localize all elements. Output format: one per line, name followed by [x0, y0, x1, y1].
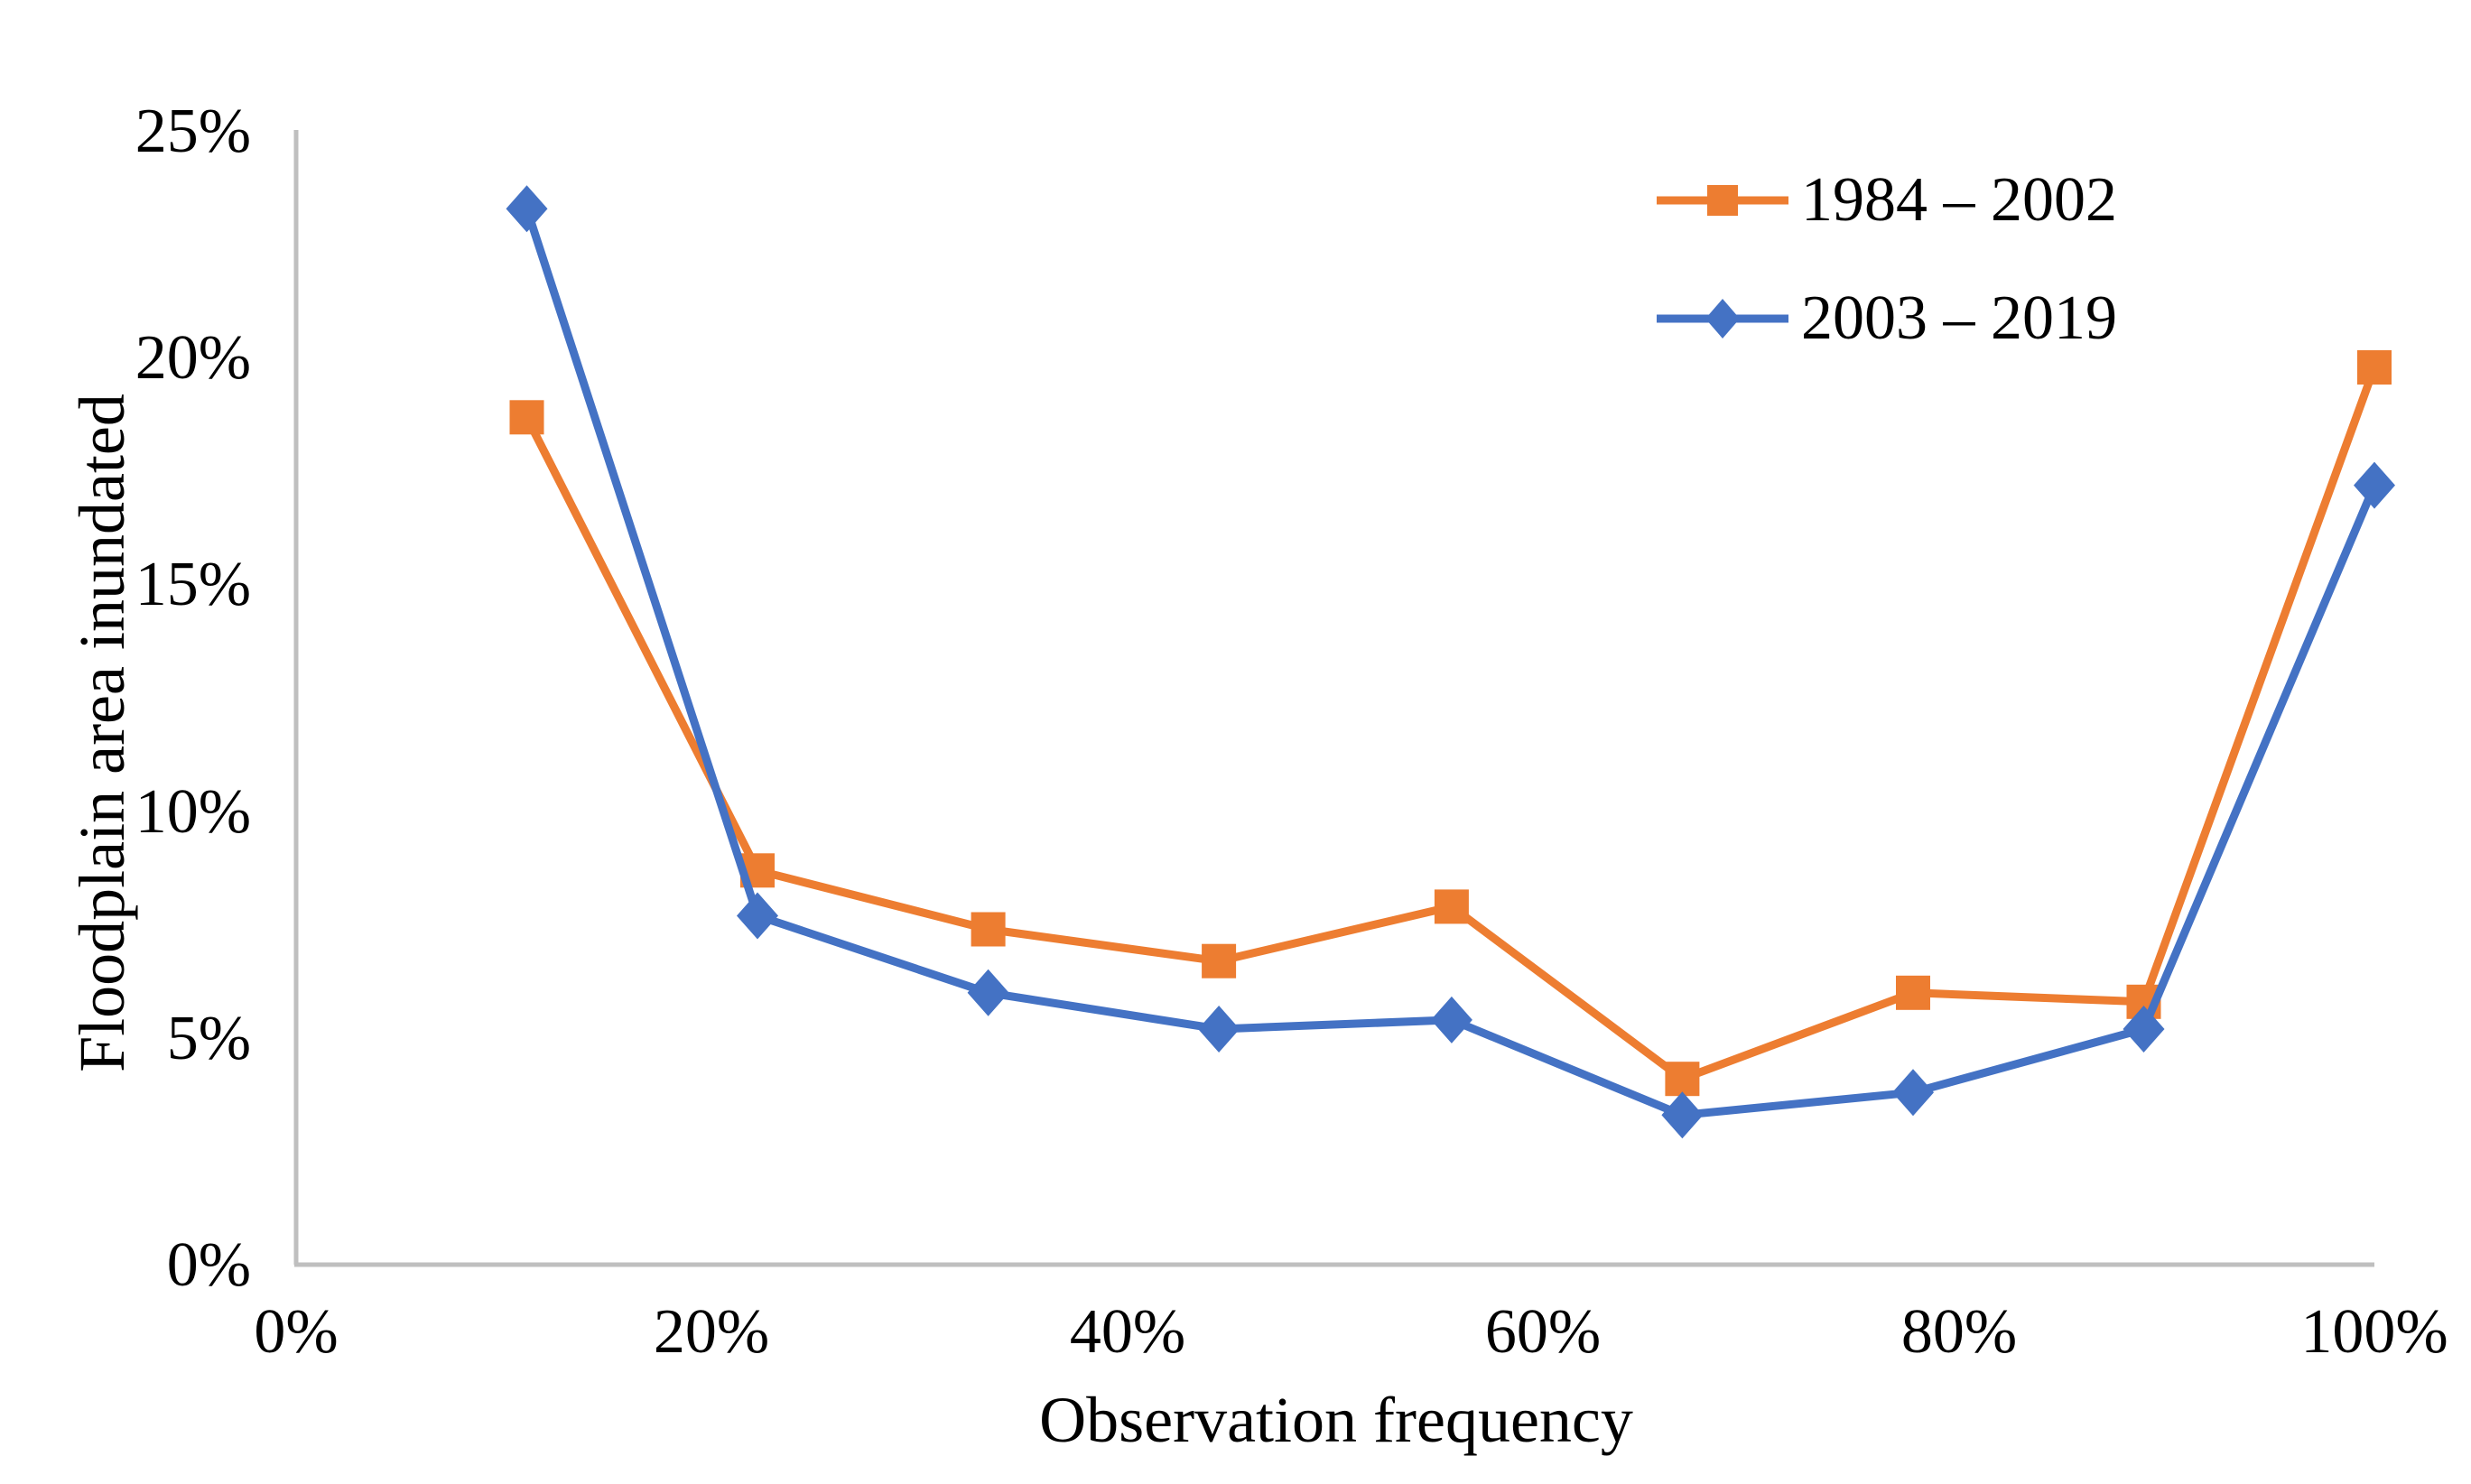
- y-tick-label-20: 20%: [135, 323, 251, 393]
- x-tick-label-40: 40%: [1069, 1297, 1186, 1367]
- legend-item-2003-2019: 2003 – 2019: [1655, 287, 2117, 350]
- y-axis-title: Floodplain area inundated: [66, 394, 138, 1072]
- legend-item-1984-2002: 1984 – 2002: [1655, 169, 2117, 232]
- x-tick-label-0: 0%: [254, 1297, 339, 1367]
- legend-marker-square-icon: [1657, 185, 1788, 216]
- data-point-series1-4: [1430, 996, 1472, 1043]
- data-point-series1-7: [2123, 1006, 2165, 1053]
- data-point-series1-1: [737, 892, 778, 940]
- data-point-series1-6: [1892, 1069, 1934, 1117]
- x-tick-label-100: 100%: [2300, 1297, 2448, 1367]
- legend-marker-diamond-icon: [1657, 299, 1788, 339]
- data-point-series1-8: [2354, 461, 2395, 509]
- series-layer: [506, 185, 2395, 1139]
- y-tick-label-10: 10%: [135, 777, 251, 847]
- x-tick-label-80: 80%: [1900, 1297, 2018, 1367]
- legend-label-2003-2019: 2003 – 2019: [1801, 283, 2117, 353]
- y-tick-label-0: 0%: [166, 1230, 251, 1300]
- data-point-series0-3: [1202, 943, 1237, 979]
- data-point-series1-3: [1198, 1006, 1240, 1053]
- data-point-series0-5: [1665, 1062, 1700, 1097]
- y-tick-label-5: 5%: [166, 1004, 251, 1073]
- data-point-series1-2: [967, 969, 1009, 1016]
- x-tick-label-20: 20%: [653, 1297, 770, 1367]
- data-point-series0-4: [1434, 889, 1469, 924]
- series-line-0: [523, 366, 2379, 1083]
- x-axis-title: Observation frequency: [1039, 1384, 1633, 1456]
- data-point-series0-0: [509, 400, 544, 435]
- y-tick-label-25: 25%: [135, 97, 251, 166]
- data-point-series1-0: [506, 185, 548, 233]
- x-tick-label-60: 60%: [1484, 1297, 1602, 1367]
- y-tick-label-15: 15%: [135, 550, 251, 619]
- data-point-series0-2: [971, 912, 1006, 947]
- data-point-series0-8: [2357, 350, 2392, 385]
- data-point-series1-5: [1661, 1091, 1704, 1139]
- legend-label-1984-2002: 1984 – 2002: [1801, 165, 2117, 235]
- data-point-series0-6: [1896, 975, 1930, 1010]
